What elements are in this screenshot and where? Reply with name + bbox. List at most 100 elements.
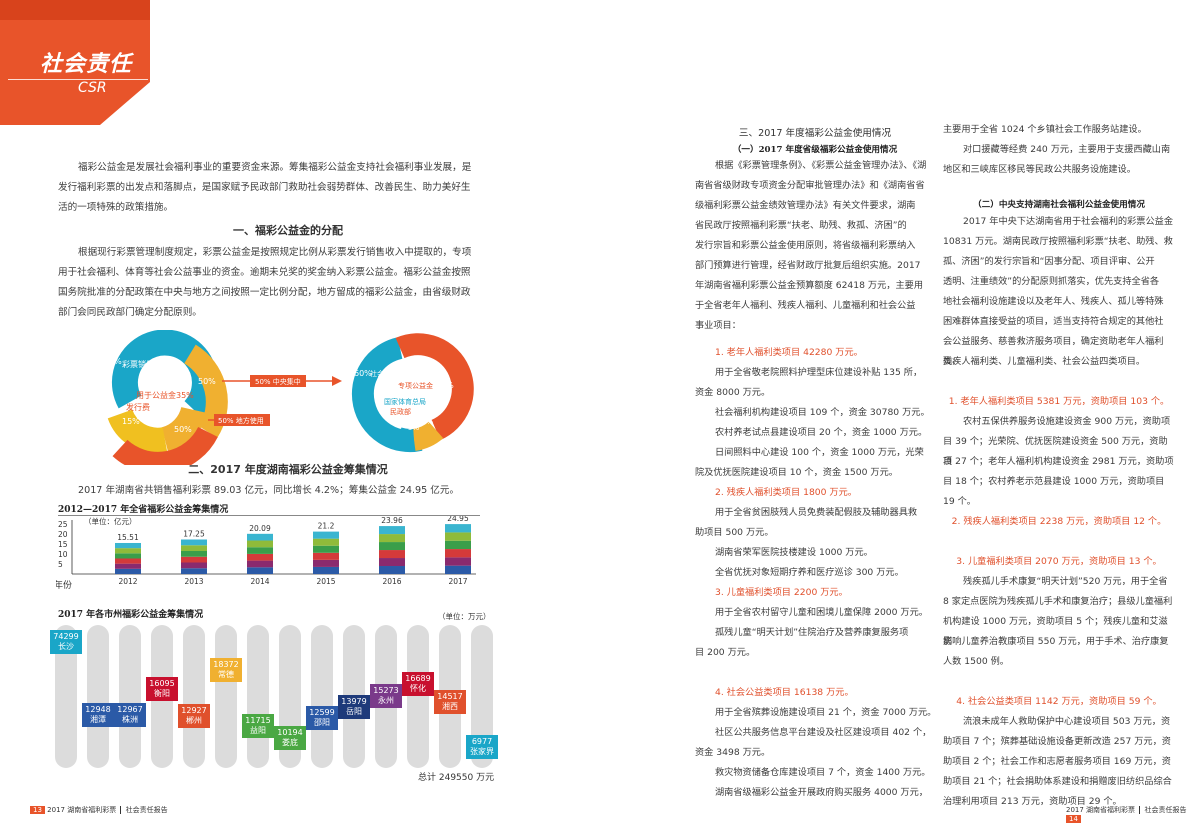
chart-1-bar-2015: [313, 566, 339, 574]
text-line: [695, 663, 937, 683]
donut-2-segment-sport: [411, 421, 444, 451]
column-2-projects: 2017 年中央下达湖南省用于社会福利的彩票公益金 10831 万元。湖南民政厅按…: [943, 212, 1175, 812]
chart-1-bar-2015: [313, 538, 339, 546]
title-divider: [8, 79, 148, 80]
chart-1-bar-2014: [247, 540, 273, 548]
chart-1-value-label: 20.09: [249, 524, 271, 533]
chart-1-bar-2013: [181, 551, 207, 557]
text-line: 目 27 个；老年人福利机构建设资金 2981 万元，资助项: [943, 456, 1174, 467]
text-line: 湖南省级福彩公益金开展政府购买服务 4000 万元，: [715, 787, 928, 798]
project-heading: 4. 社会公益类项目 16138 万元。: [715, 687, 854, 698]
text-line: 日间照料中心建设 100 个，资金 1000 万元，光荣: [715, 447, 924, 458]
chart-2-value-tag: 12948 湘潭: [82, 703, 114, 728]
chart-1-category-label: 2013: [184, 577, 203, 586]
chart-1-bar-2016: [379, 534, 405, 543]
text-line: 助项目 500 万元。: [695, 527, 774, 538]
donut-2-label-sport-pct: 5%: [408, 424, 419, 432]
chart-1-bar-2016: [379, 558, 405, 567]
donut-2-label-special-pct: 30%: [436, 381, 454, 390]
page-number-right: 14: [1066, 815, 1081, 823]
chart-1-bar-2014: [247, 567, 273, 574]
subsection-1-paragraph: 根据《彩票管理条例》、《彩票公益金管理办法》、《湖 南省省级财政专项资金分配审批…: [695, 160, 927, 331]
text-line: [943, 532, 1175, 552]
donut-2-label-civil: 民政部: [390, 407, 411, 416]
chart-2-total: 总计 249550 万元: [418, 773, 495, 783]
text-line: 机构建设 1000 万元，资助项目 5 个；残疾儿童和艾滋病: [943, 616, 1168, 647]
text-line: 资金 3498 万元。: [695, 747, 771, 758]
subsection-1-title: （一）2017 年度省级福彩公益金使用情况: [732, 145, 898, 155]
chart-1-value-label: 24.95: [447, 516, 469, 523]
chart-1-bar-2017: [445, 565, 471, 574]
project-heading: 1. 老年人福利类项目 42280 万元。: [715, 347, 863, 358]
chart-1-bar-2014: [247, 533, 273, 541]
svg-text:50% 中央集中: 50% 中央集中: [255, 377, 301, 386]
chart-2-value-tag: 11715 益阳: [242, 713, 274, 738]
chart-2-track: [119, 625, 141, 768]
chart-1-bar-2016: [379, 526, 405, 535]
chart-1-value-label: 23.96: [381, 516, 403, 525]
project-heading: 2. 残疾人福利类项目 2238 万元，资助项目 12 个。: [951, 516, 1167, 527]
chart-1-bar-2017: [445, 524, 471, 533]
chart-1-bar-2015: [313, 559, 339, 567]
section-2-paragraph: 2017 年湖南省共销售福利彩票 89.03 亿元，同比增长 4.2%；筹集公益…: [78, 485, 460, 496]
chart-2-value-tag: 12927 郴州: [178, 703, 210, 728]
chart-2-track: [215, 625, 237, 768]
text-line: 社区公共服务信息平台建设及社区建设项目 402 个，: [715, 727, 932, 738]
donut-1-label-return-pct: 50%: [104, 357, 122, 366]
chart-1-value-label: 17.25: [183, 530, 205, 539]
chart-1-ytick: 15: [58, 540, 68, 549]
chart-1-unit: （单位：亿元）: [84, 516, 137, 526]
footer-left-sub: 社会责任报告: [125, 806, 168, 814]
text-line: 用于全省殡葬设施建设项目 21 个，资金 7000 万元。: [715, 707, 937, 718]
chart-1-title: 2012—2017 年全省福彩公益金筹集情况: [58, 505, 229, 515]
chart-1-title-underline: [58, 515, 480, 516]
text-line: 目 18 个；农村养老示范县建设 1000 万元，资助项目 19 个。: [943, 476, 1165, 507]
text-line: 院及优抚医院建设项目 10 个，资金 1500 万元。: [695, 467, 898, 478]
donut-1-label-fund: 用于公益金: [136, 390, 176, 400]
footer-right: 2017 湖南省福利彩票 社会责任报告 14: [1066, 805, 1189, 823]
donut-1-segment-fund: [161, 406, 207, 453]
text-line: 治理利用项目 213 万元，资助项目 29 个。: [943, 796, 1122, 807]
chart-1-bar-2017: [445, 557, 471, 566]
section-2-title: 二、2017 年度湖南福彩公益金筹集情况: [188, 463, 388, 476]
donut-2-label-special: 专项公益金: [398, 381, 433, 390]
chart-1-ytick: 20: [58, 530, 68, 539]
donut-1-label-return: 彩票销量返奖: [122, 359, 170, 369]
text-line: [943, 672, 1175, 692]
chart-1-bar-2016: [379, 542, 405, 551]
donut-1-segment-fee: [107, 408, 168, 454]
chart-1-bar-2014: [247, 547, 273, 554]
chart-1-bar-2015: [313, 545, 339, 553]
chart-2-track: [343, 625, 365, 768]
chart-1-bar-2016: [379, 550, 405, 559]
chart-1-ytick: 25: [58, 520, 68, 529]
chart-2-track: [407, 625, 429, 768]
donut-1-fund-ring-bottom: [112, 426, 218, 465]
chart-2-value-tag: 12967 株洲: [114, 703, 146, 728]
footer-right-text: 2017 湖南省福利彩票: [1066, 806, 1136, 814]
project-heading: 1. 老年人福利类项目 5381 万元，资助项目 103 个。: [948, 396, 1170, 407]
chart-1-category-label: 2016: [382, 577, 401, 586]
donut-1-fund-ring-top: [183, 344, 228, 438]
text-line: 残疾孤儿手术康复“明天计划”520 万元，用于全省: [963, 576, 1168, 587]
text-line: 目 200 万元。: [695, 647, 756, 658]
chart-2-value-tag: 74299 长沙: [50, 630, 82, 654]
text-line: 助项目 21 个；社会捐助体系建设和捐赠废旧纺织品综合: [943, 776, 1172, 787]
chart-1-bar-2017: [445, 532, 471, 541]
chart-1-bar-2013: [181, 556, 207, 563]
header-banner: 社会责任 CSR: [0, 0, 150, 125]
donut-2-segment-special: [395, 333, 474, 441]
distribution-diagram: 50% 彩票销量返奖 用于公益金 35% 发行费 15% 50% 50% 50%…: [104, 330, 474, 465]
chart-1-bar-2015: [313, 531, 339, 539]
text-line: 资金 8000 万元。: [695, 387, 771, 398]
chart-1-ytick: 5: [58, 560, 63, 569]
text-line: [943, 492, 1175, 512]
text-line: 孤残儿童“明天计划”住院治疗及营养康复服务项: [715, 627, 909, 638]
text-line: 会公益服务、慈善救济服务项目，确定资助老年人福利类、: [943, 336, 1164, 367]
footer-right-sub: 社会责任报告: [1144, 806, 1187, 814]
text-line: 地社会福利设施建设以及老年人、残疾人、孤儿等特殊: [943, 296, 1164, 307]
donut-1-label-fee-pct: 15%: [122, 417, 140, 426]
donut-1-label-lower-pct: 50%: [174, 425, 192, 434]
chart-1-bar-2016: [379, 566, 405, 574]
